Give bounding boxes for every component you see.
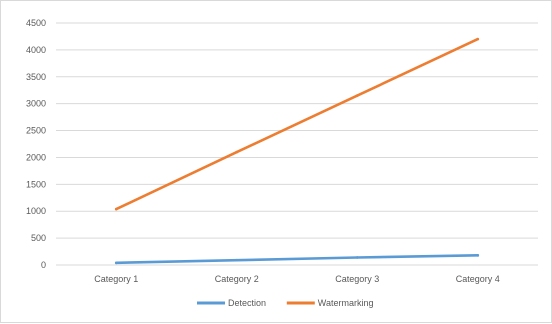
x-tick-label: Category 1 xyxy=(94,274,138,284)
y-tick-label: 1500 xyxy=(26,179,46,189)
gridlines xyxy=(56,22,538,266)
data-point-detection xyxy=(235,258,239,262)
x-tick-label: Category 2 xyxy=(215,274,259,284)
series-line-detection xyxy=(115,254,480,265)
y-tick-label: 3500 xyxy=(26,72,46,82)
y-tick-label: 2000 xyxy=(26,152,46,162)
legend: Detection Watermarking xyxy=(197,298,373,308)
data-point-detection xyxy=(476,254,480,257)
series-line-watermarking xyxy=(115,37,480,211)
data-point-detection xyxy=(114,261,118,265)
y-tick-label: 0 xyxy=(41,260,46,270)
y-tick-label: 3000 xyxy=(26,99,46,109)
legend-label-watermarking: Watermarking xyxy=(318,298,374,308)
data-point-watermarking xyxy=(235,150,239,154)
legend-label-detection: Detection xyxy=(228,298,266,308)
x-tick-label: Category 3 xyxy=(335,274,379,284)
data-point-watermarking xyxy=(355,94,359,97)
data-point-detection xyxy=(355,256,359,259)
y-tick-label: 4500 xyxy=(26,18,46,28)
y-tick-label: 4000 xyxy=(26,45,46,55)
data-point-watermarking xyxy=(114,207,118,211)
y-tick-label: 2500 xyxy=(26,126,46,136)
y-tick-label: 500 xyxy=(31,233,46,243)
data-point-watermarking xyxy=(476,37,480,41)
x-axis-ticks: Category 1 Category 2 Category 3 Category 4 xyxy=(94,274,500,284)
series-lines xyxy=(114,37,480,265)
x-tick-label: Category 4 xyxy=(456,274,500,284)
y-tick-label: 1000 xyxy=(26,206,46,216)
y-axis-ticks: 0 500 1000 1500 2000 2500 3000 3500 4000 4500 xyxy=(26,18,46,270)
